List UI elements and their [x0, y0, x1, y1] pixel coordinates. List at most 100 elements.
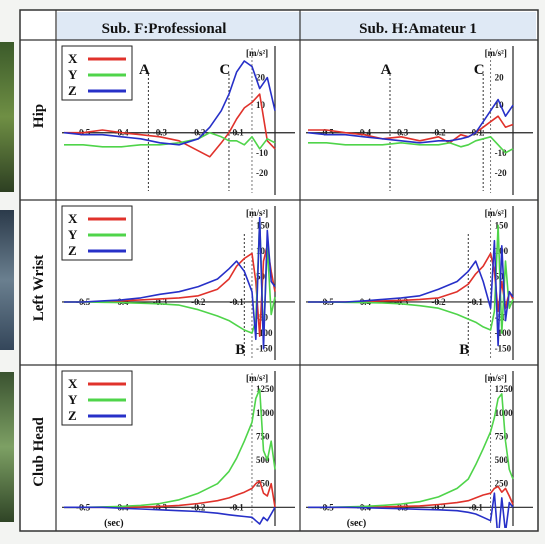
- legend-label-z: Z: [68, 83, 77, 98]
- chart-panel-wrist-pro: -0.5 -0.4 -0.3 -0.2 -0.115010050-50-100-150[…: [61, 205, 295, 360]
- y-tick-label: 1000: [256, 408, 275, 418]
- y-tick-label: 500: [495, 455, 509, 465]
- x-tick-label: -0.1: [469, 502, 484, 512]
- legend: XYZ: [61, 370, 133, 426]
- x-tick-label: -0.5: [320, 128, 335, 138]
- series-line-z: [63, 60, 276, 146]
- series-line-x: [64, 245, 276, 338]
- x-tick-label: -0.1: [230, 297, 245, 307]
- legend: XYZ: [61, 205, 133, 261]
- series-line-z: [307, 98, 514, 144]
- y-tick-label: 20: [495, 73, 505, 83]
- header-band: [57, 12, 536, 40]
- x-tick-label: -0.4: [357, 128, 372, 138]
- y-tick-label: 20: [256, 73, 266, 83]
- x-tick-label: -0.2: [431, 128, 446, 138]
- column-headers: Sub. F:Professional Sub. H:Amateur 1: [102, 21, 477, 37]
- y-tick-label: 150: [495, 220, 509, 230]
- chart-panel-club-pro: -0.5-0.4-0.3-0.2-0.112501000750500250-25…: [61, 370, 295, 529]
- legend-label-z: Z: [68, 408, 77, 423]
- photo-strip-wrist: [0, 210, 14, 350]
- series-line-z: [64, 506, 276, 525]
- y-unit-label: [m/s²]: [246, 373, 268, 383]
- y-unit-label: [m/s²]: [485, 208, 507, 218]
- y-unit-label: [m/s²]: [485, 373, 507, 383]
- marker-label-b: B: [459, 342, 469, 358]
- y-tick-label: 1250: [495, 384, 514, 394]
- x-tick-label: -0.1: [230, 502, 245, 512]
- x-tick-label: -0.3: [153, 128, 168, 138]
- legend-label-x: X: [68, 376, 78, 391]
- series-line-y: [308, 136, 514, 154]
- y-tick-label: -150: [495, 344, 512, 354]
- y-unit-label: [m/s²]: [246, 208, 268, 218]
- x-tick-label: -0.3: [394, 297, 409, 307]
- x-tick-label: -0.2: [191, 128, 206, 138]
- series-line-z: [308, 492, 514, 528]
- x-unit-label: (sec): [347, 518, 366, 529]
- series-line-y: [308, 393, 514, 509]
- series-group: [63, 60, 276, 158]
- y-tick-label: -10: [256, 148, 268, 158]
- y-tick-label: -150: [256, 344, 273, 354]
- y-unit-label: [m/s²]: [485, 48, 507, 58]
- y-tick-label: -100: [495, 328, 512, 338]
- series-line-z: [308, 239, 514, 347]
- row-label-club-head: Club Head: [31, 417, 47, 487]
- row-label-hip: Hip: [31, 104, 47, 128]
- x-unit-label: (sec): [104, 518, 123, 529]
- series-group: [308, 393, 514, 528]
- chart-panel-wrist-am: -0.5 -0.4 -0.3 -0.2 -0.115010050-50-100-150[…: [306, 206, 533, 360]
- x-tick-label: -0.3: [153, 502, 168, 512]
- marker-label-c: C: [220, 62, 231, 78]
- x-tick-label: -0.2: [431, 297, 446, 307]
- legend-label-x: X: [68, 211, 78, 226]
- series-line-y: [308, 224, 514, 334]
- y-tick-label: 150: [256, 220, 270, 230]
- legend-label-x: X: [68, 51, 78, 66]
- legend-label-y: Y: [68, 227, 78, 242]
- y-tick-label: -10: [495, 148, 507, 158]
- y-tick-label: -20: [256, 168, 268, 178]
- legend-label-y: Y: [68, 392, 78, 407]
- photo-strip-club: [0, 372, 14, 522]
- series-line-x: [64, 480, 276, 509]
- series-line-z: [64, 216, 276, 350]
- legend-label-y: Y: [68, 67, 78, 82]
- marker-label-b: B: [235, 342, 245, 358]
- x-tick-label: -0.2: [191, 297, 206, 307]
- y-tick-label: 250: [256, 479, 270, 489]
- chart-panel-club-am: -0.5-0.4-0.3-0.2-0.112501000750500250-25…: [306, 371, 533, 529]
- marker-label-a: A: [139, 62, 150, 78]
- series-line-y: [64, 388, 276, 509]
- legend: XYZ: [61, 45, 133, 101]
- marker-label-c: C: [474, 62, 485, 78]
- x-tick-label: -0.3: [394, 128, 409, 138]
- legend-label-z: Z: [68, 243, 77, 258]
- column-header-professional: Sub. F:Professional: [102, 21, 227, 37]
- x-tick-label: -0.1: [230, 128, 245, 138]
- x-tick-label: -0.2: [191, 502, 206, 512]
- series-group: [64, 388, 276, 525]
- y-tick-label: 500: [256, 455, 270, 465]
- y-tick-label: 1250: [256, 384, 275, 394]
- y-tick-label: 10: [495, 100, 505, 110]
- series-group: [64, 216, 276, 350]
- series-group: [307, 98, 514, 154]
- y-tick-label: 250: [495, 479, 509, 489]
- y-tick-label: -20: [495, 168, 507, 178]
- y-tick-label: 100: [256, 246, 270, 256]
- x-tick-label: -0.1: [469, 297, 484, 307]
- x-tick-label: -0.2: [431, 502, 446, 512]
- x-tick-label: -0.3: [153, 297, 168, 307]
- series-group: [308, 224, 514, 347]
- column-header-amateur: Sub. H:Amateur 1: [359, 21, 477, 37]
- row-labels: Hip Left Wrist Club Head: [31, 104, 47, 487]
- series-line-x: [64, 93, 276, 158]
- photo-strip-hip: [0, 42, 14, 192]
